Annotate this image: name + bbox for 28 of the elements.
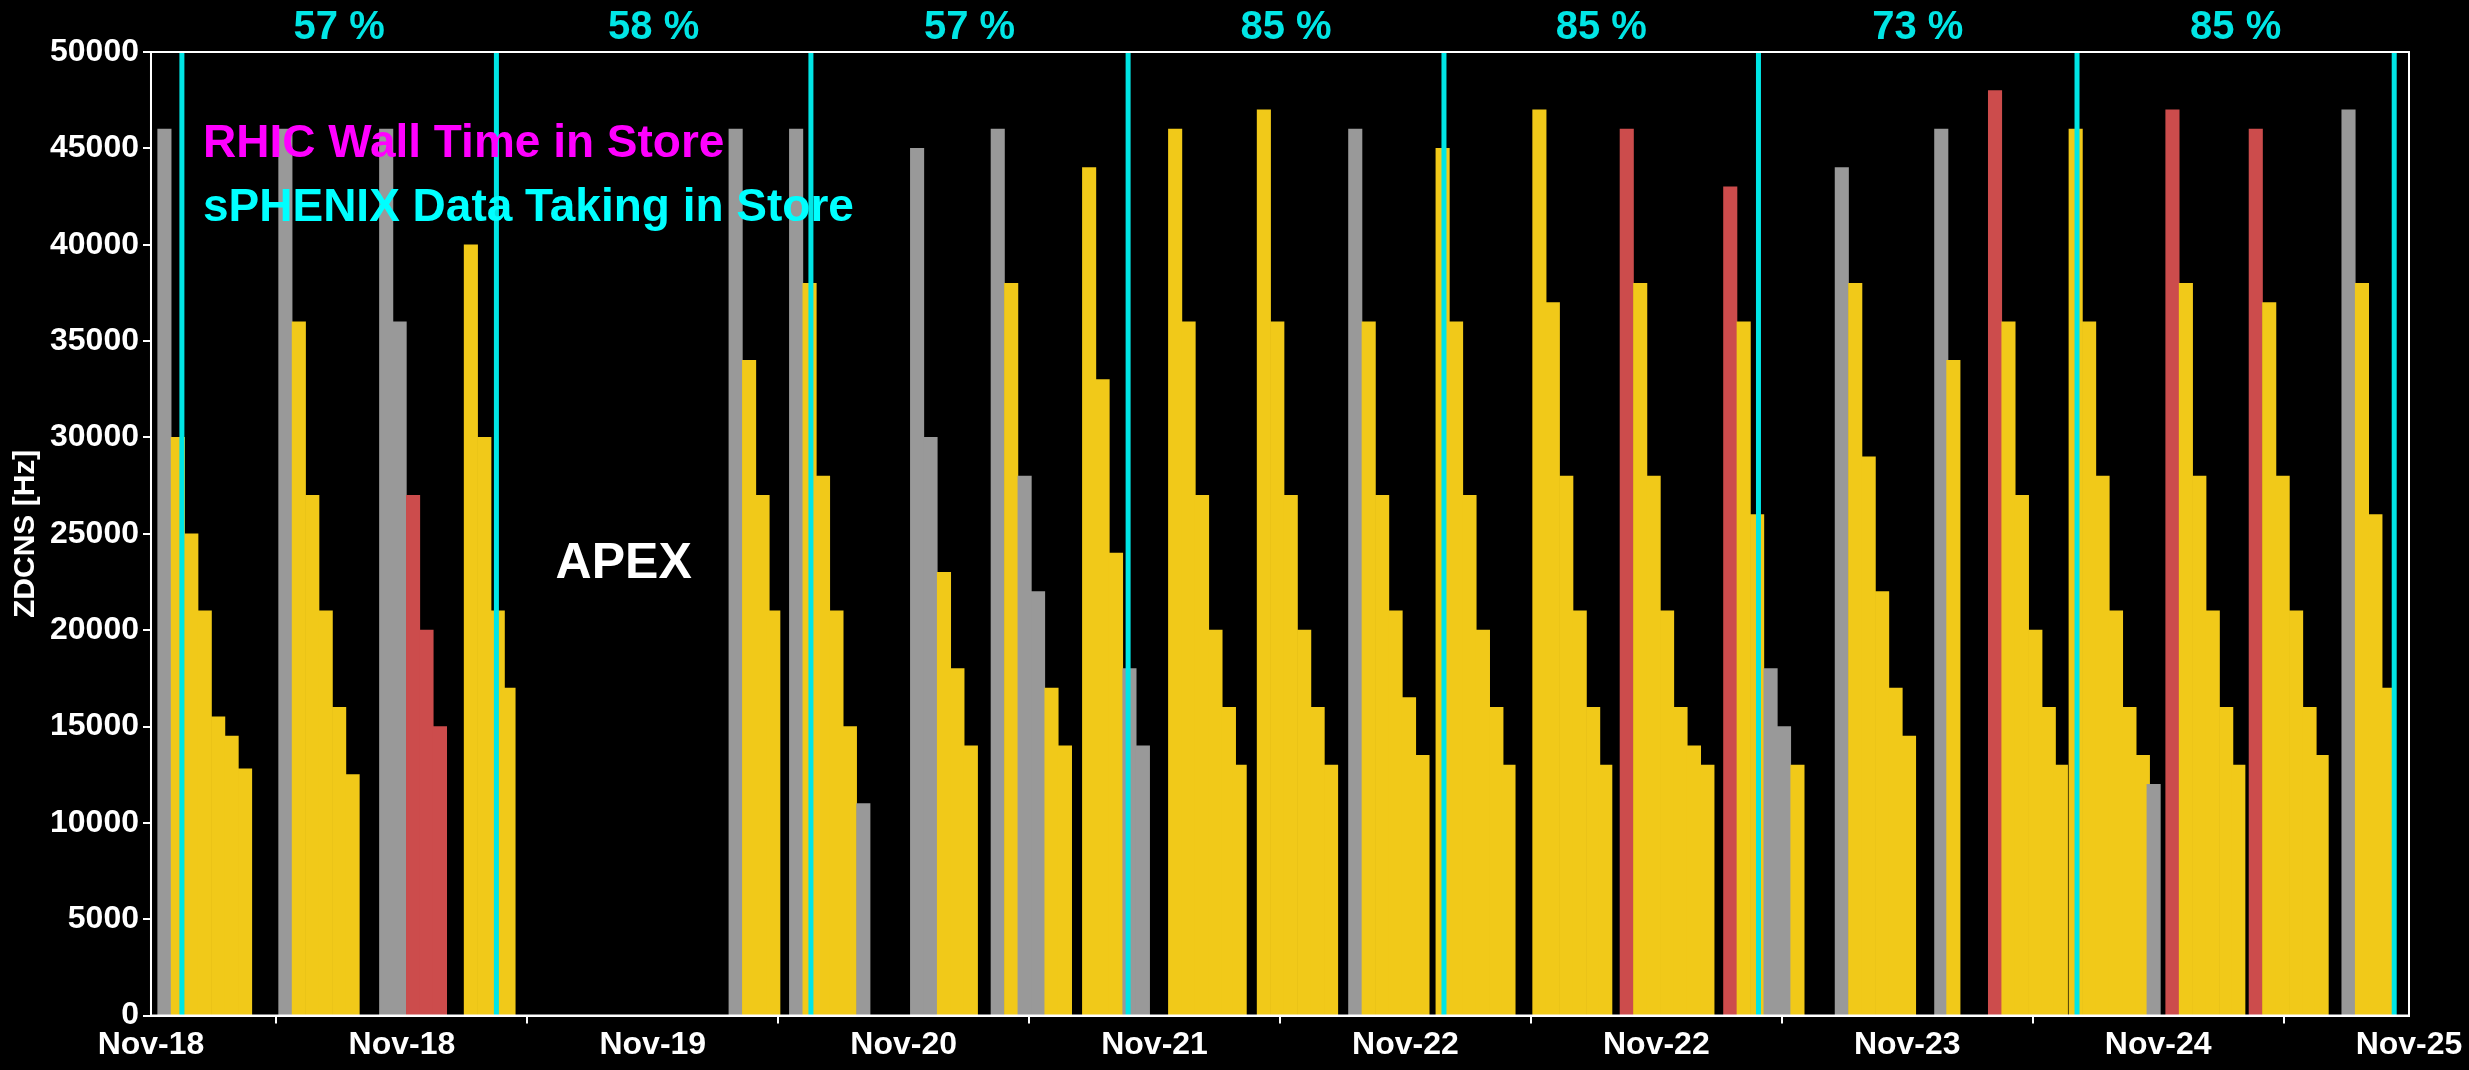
y-tick-label: 45000 <box>50 128 139 165</box>
y-tick-label: 35000 <box>50 320 139 357</box>
y-axis-title: ZDCNS [Hz] <box>7 449 41 618</box>
y-tick-label: 40000 <box>50 224 139 261</box>
text: 85 % <box>2190 3 2282 48</box>
y-tick-label: 5000 <box>67 899 139 936</box>
x-tick-label: Nov-25 <box>2355 1024 2463 1061</box>
x-tick-label: Nov-22 <box>1602 1024 1710 1061</box>
text: 73 % <box>1872 3 1964 48</box>
y-tick-label: 30000 <box>50 417 139 454</box>
annotation: APEX <box>555 532 692 589</box>
y-tick-label: 25000 <box>50 513 139 550</box>
x-tick-label: Nov-21 <box>1101 1024 1208 1061</box>
x-tick-label: Nov-20 <box>850 1024 958 1061</box>
text: 58 % <box>608 3 700 48</box>
x-tick-label: Nov-24 <box>2104 1024 2212 1061</box>
x-tick-label: Nov-19 <box>599 1024 707 1061</box>
x-tick-label: Nov-23 <box>1853 1024 1961 1061</box>
text: 57 % <box>923 3 1016 48</box>
y-tick-label: 15000 <box>50 706 139 743</box>
text: 57 % <box>293 3 385 48</box>
y-tick-label: 50000 <box>50 31 139 68</box>
x-tick-label: Nov-22 <box>1352 1024 1459 1061</box>
text: 85 % <box>1240 3 1332 48</box>
y-tick-label: 10000 <box>50 802 139 839</box>
y-tick-label: 20000 <box>50 609 139 646</box>
x-tick-label: Nov-18 <box>348 1024 456 1061</box>
text: 85 % <box>1555 3 1647 48</box>
